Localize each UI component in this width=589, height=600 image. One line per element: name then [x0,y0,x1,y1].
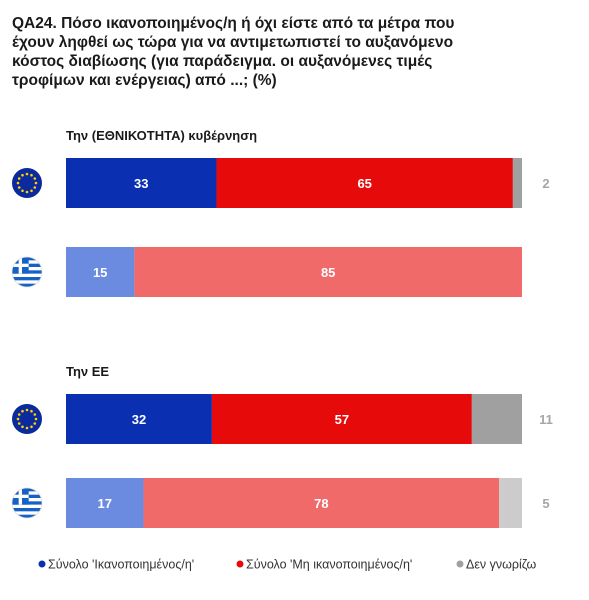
bar-segment-satisfied [66,247,135,297]
title-line: κόστος διαβίωσης (για παράδειγμα. οι αυξ… [12,53,432,70]
group-label: Την (ΕΘΝΙΚΟΤΗΤΑ) κυβέρνηση [66,128,257,143]
bar-segment-dont-know [471,394,522,444]
legend-marker [456,560,464,568]
bar-segment-dissatisfied [134,247,522,297]
legend-label: Σύνολο 'Ικανοποιημένος/η' [48,558,194,572]
legend-label: Δεν γνωρίζω [466,558,536,572]
bar-segment-satisfied [66,394,212,444]
data-label-dont-know: 2 [542,176,549,191]
data-label-dont-know: 11 [539,412,553,427]
greece-flag-icon [11,256,43,288]
data-label: 17 [98,496,112,511]
bar-segment-dont-know [499,478,522,528]
title-line: έχουν ληφθεί ως τώρα για να αντιμετωπιστ… [12,34,453,51]
legend-item: Δεν γνωρίζω [456,558,536,572]
bar-segment-dissatisfied [143,478,500,528]
data-label: 57 [335,412,349,427]
bar-row-greece: 17 78 5 [11,478,550,528]
bar-row-greece: 15 85 [11,247,522,297]
title-line: τροφίμων και ενέργειας) από ...; (%) [12,72,277,89]
legend-item: Σύνολο 'Μη ικανοποιημένος/η' [236,558,412,572]
eu-flag-icon [12,404,42,434]
data-label: 33 [134,176,148,191]
legend-marker [38,560,46,568]
group-label: Την ΕΕ [66,364,109,379]
data-label: 85 [321,265,335,280]
data-label-dont-know: 5 [542,496,549,511]
bar-segment-satisfied [66,158,217,208]
data-label: 65 [357,176,371,191]
title-line: QA24. Πόσο ικανοποιημένος/η ή όχι είστε … [12,15,454,32]
data-label: 32 [132,412,146,427]
bar-row-eu: 33 65 2 [12,158,550,208]
chart-title: QA24. Πόσο ικανοποιημένος/η ή όχι είστε … [12,15,454,89]
legend-label: Σύνολο 'Μη ικανοποιημένος/η' [246,558,412,572]
bar-group: Την ΕΕ 32 57 11 17 78 5 [11,364,553,528]
data-label: 15 [93,265,107,280]
eu-flag-icon [12,168,42,198]
bar-segment-dissatisfied [211,394,472,444]
greece-flag-icon [11,487,43,519]
data-label: 78 [314,496,328,511]
bar-segment-dissatisfied [216,158,513,208]
bar-segment-dont-know [512,158,522,208]
bar-row-eu: 32 57 11 [12,394,553,444]
legend: Σύνολο 'Ικανοποιημένος/η' Σύνολο 'Μη ικαν… [38,558,536,572]
legend-item: Σύνολο 'Ικανοποιημένος/η' [38,558,194,572]
legend-marker [236,560,244,568]
bar-segment-satisfied [66,478,144,528]
